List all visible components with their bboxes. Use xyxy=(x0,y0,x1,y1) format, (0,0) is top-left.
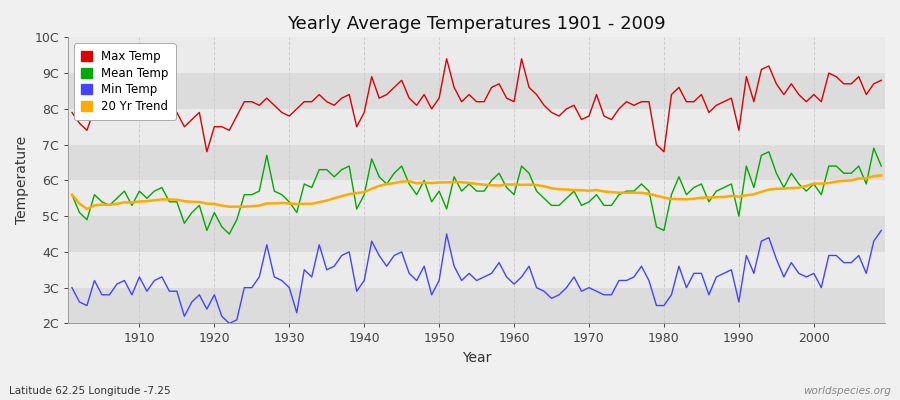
Bar xyxy=(68,252,885,288)
Text: worldspecies.org: worldspecies.org xyxy=(803,386,891,396)
X-axis label: Year: Year xyxy=(462,351,491,365)
Bar xyxy=(68,180,885,216)
Bar xyxy=(68,288,885,324)
Bar xyxy=(68,73,885,109)
Bar xyxy=(68,145,885,180)
Bar xyxy=(68,109,885,145)
Legend: Max Temp, Mean Temp, Min Temp, 20 Yr Trend: Max Temp, Mean Temp, Min Temp, 20 Yr Tre… xyxy=(74,43,176,120)
Text: Latitude 62.25 Longitude -7.25: Latitude 62.25 Longitude -7.25 xyxy=(9,386,171,396)
Y-axis label: Temperature: Temperature xyxy=(15,136,29,224)
Bar xyxy=(68,216,885,252)
Bar xyxy=(68,37,885,73)
Title: Yearly Average Temperatures 1901 - 2009: Yearly Average Temperatures 1901 - 2009 xyxy=(287,15,666,33)
